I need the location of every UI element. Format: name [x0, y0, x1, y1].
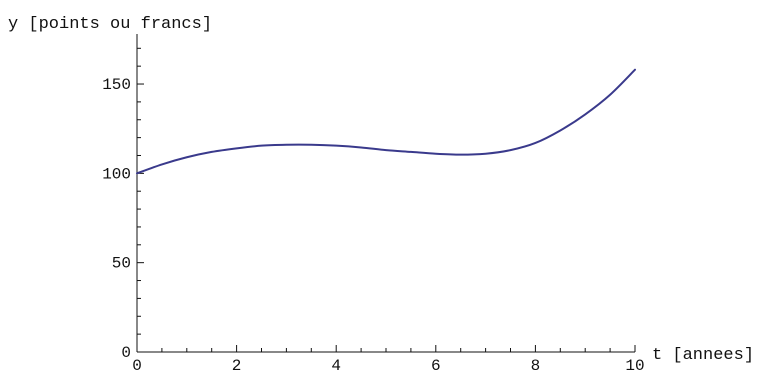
data-curve: [136, 68, 636, 175]
y-tick-label: 0: [121, 344, 131, 362]
x-tick-label: 10: [625, 357, 644, 375]
x-tick-label: 6: [431, 357, 441, 375]
x-tick-label: 0: [132, 357, 142, 375]
data-points: [136, 69, 636, 174]
y-tick-label: 100: [102, 165, 131, 183]
y-tick-label: 150: [102, 76, 131, 94]
y-tick-label: 50: [112, 255, 131, 273]
x-tick-label: 2: [232, 357, 242, 375]
x-ticks: 0 2 4 6 8 10: [132, 345, 645, 375]
y-ticks: 0 50 100 150: [102, 47, 144, 362]
x-tick-label: 4: [331, 357, 341, 375]
x-tick-label: 8: [531, 357, 541, 375]
x-axis-label: t [annees]: [652, 346, 754, 365]
y-axis-label: y [points ou francs]: [8, 15, 212, 34]
